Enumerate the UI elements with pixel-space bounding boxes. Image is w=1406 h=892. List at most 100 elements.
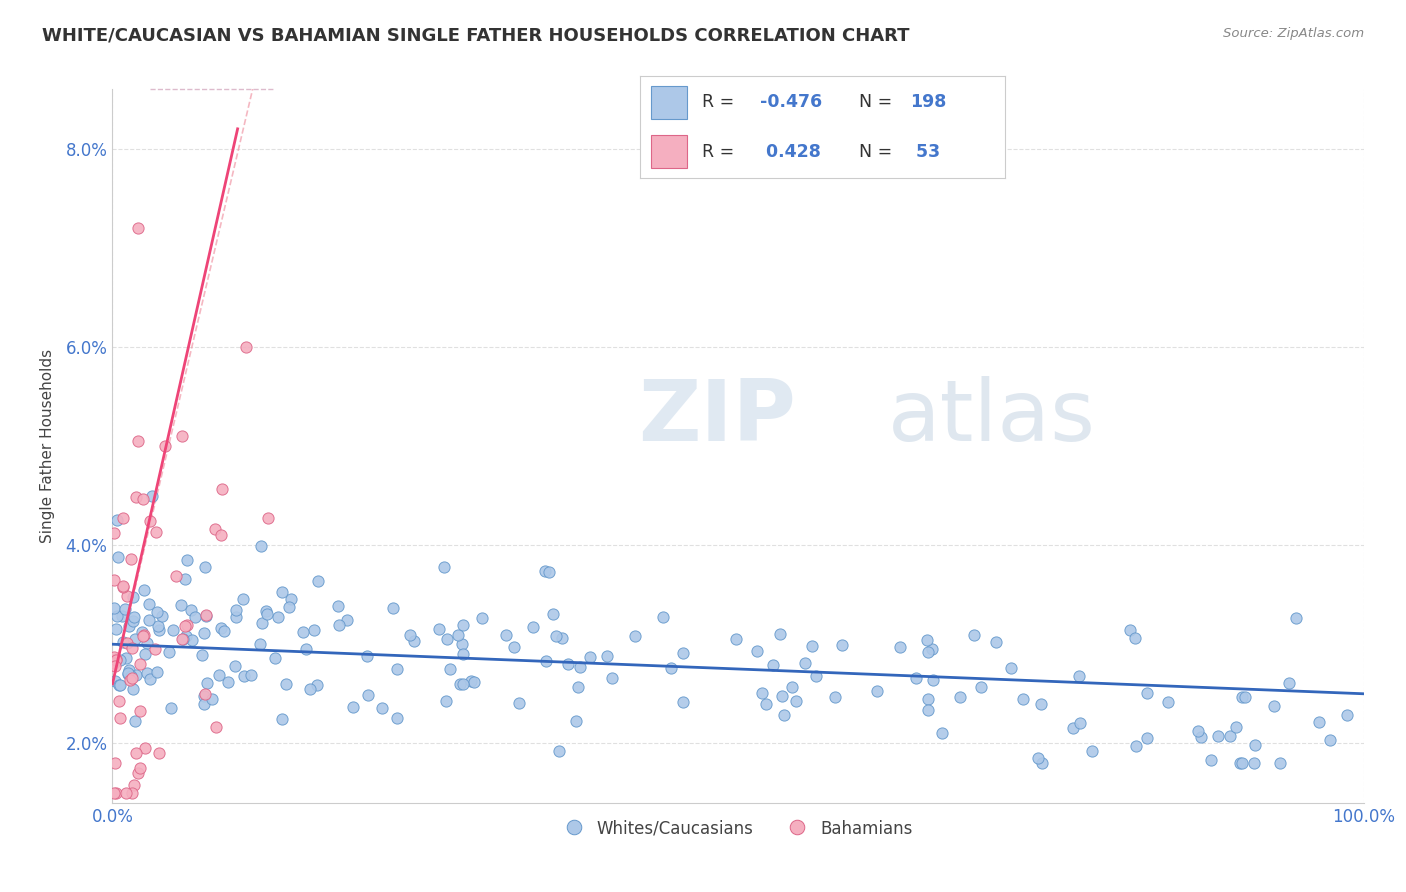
Point	[495, 628, 517, 642]
Point	[433, 560, 456, 574]
Point	[114, 602, 136, 616]
Point	[600, 671, 623, 685]
Point	[356, 649, 378, 664]
Point	[1285, 611, 1308, 625]
Point	[1062, 721, 1084, 735]
Point	[232, 591, 254, 606]
Point	[117, 667, 139, 681]
Point	[217, 675, 239, 690]
Point	[537, 566, 560, 580]
Point	[557, 657, 579, 672]
Point	[917, 703, 939, 717]
Point	[917, 692, 939, 706]
Point	[104, 659, 127, 673]
Point	[1308, 714, 1330, 729]
Point	[915, 633, 938, 648]
Point	[115, 636, 138, 650]
Point	[170, 429, 193, 443]
Point	[1278, 676, 1301, 690]
Point	[118, 673, 141, 687]
Point	[436, 632, 458, 647]
Point	[298, 682, 321, 697]
Point	[250, 615, 273, 630]
Point	[755, 697, 778, 711]
Point	[180, 603, 202, 617]
Point	[224, 659, 246, 673]
Point	[127, 221, 149, 235]
Point	[326, 599, 349, 613]
Point	[148, 623, 170, 637]
Point	[672, 695, 695, 709]
Point	[446, 628, 468, 642]
Text: N =: N =	[859, 143, 898, 161]
Point	[129, 761, 152, 775]
Point	[138, 598, 160, 612]
Point	[1336, 708, 1358, 723]
Point	[225, 610, 247, 624]
Point	[460, 674, 482, 689]
Point	[921, 641, 943, 656]
Point	[536, 654, 558, 668]
Point	[1199, 753, 1222, 767]
Point	[111, 580, 134, 594]
Point	[831, 638, 853, 652]
Point	[434, 694, 457, 708]
Text: 198: 198	[910, 94, 946, 112]
Point	[105, 786, 128, 800]
Point	[209, 621, 232, 635]
Point	[103, 786, 125, 800]
Point	[502, 640, 524, 655]
Text: WHITE/CAUCASIAN VS BAHAMIAN SINGLE FATHER HOUSEHOLDS CORRELATION CHART: WHITE/CAUCASIAN VS BAHAMIAN SINGLE FATHE…	[42, 27, 910, 45]
Point	[128, 704, 150, 718]
Point	[969, 681, 991, 695]
Point	[170, 598, 193, 612]
Point	[793, 656, 815, 670]
Point	[132, 629, 155, 643]
Point	[110, 652, 132, 666]
Point	[174, 629, 197, 643]
Point	[103, 601, 125, 615]
Point	[122, 681, 145, 696]
Point	[131, 625, 153, 640]
Point	[1270, 756, 1292, 771]
FancyBboxPatch shape	[651, 87, 688, 119]
Point	[280, 591, 302, 606]
Point	[546, 629, 568, 643]
Point	[139, 672, 162, 686]
Text: -0.476: -0.476	[761, 94, 823, 112]
Point	[508, 697, 530, 711]
Point	[770, 689, 793, 703]
Point	[263, 651, 285, 665]
Point	[134, 740, 156, 755]
Point	[785, 694, 807, 708]
Point	[471, 611, 494, 625]
Point	[120, 552, 142, 566]
Point	[117, 665, 139, 680]
Point	[184, 610, 207, 624]
Point	[193, 697, 215, 711]
Point	[307, 574, 329, 589]
Point	[1031, 756, 1053, 771]
Point	[204, 522, 226, 536]
Point	[986, 635, 1008, 649]
Point	[121, 786, 143, 800]
Point	[399, 628, 422, 642]
Point	[533, 564, 555, 578]
Point	[1026, 751, 1049, 765]
Point	[121, 591, 143, 605]
Point	[127, 434, 149, 449]
Text: Source: ZipAtlas.com: Source: ZipAtlas.com	[1223, 27, 1364, 40]
Point	[541, 607, 564, 622]
Point	[134, 647, 156, 661]
Point	[134, 583, 156, 598]
Point	[550, 631, 572, 645]
Point	[824, 690, 846, 704]
Text: ZIP: ZIP	[638, 376, 796, 459]
Point	[118, 663, 141, 677]
Point	[579, 650, 602, 665]
Point	[107, 549, 129, 564]
Point	[121, 614, 143, 628]
Point	[1189, 730, 1212, 744]
Point	[128, 657, 150, 672]
Point	[103, 526, 125, 541]
